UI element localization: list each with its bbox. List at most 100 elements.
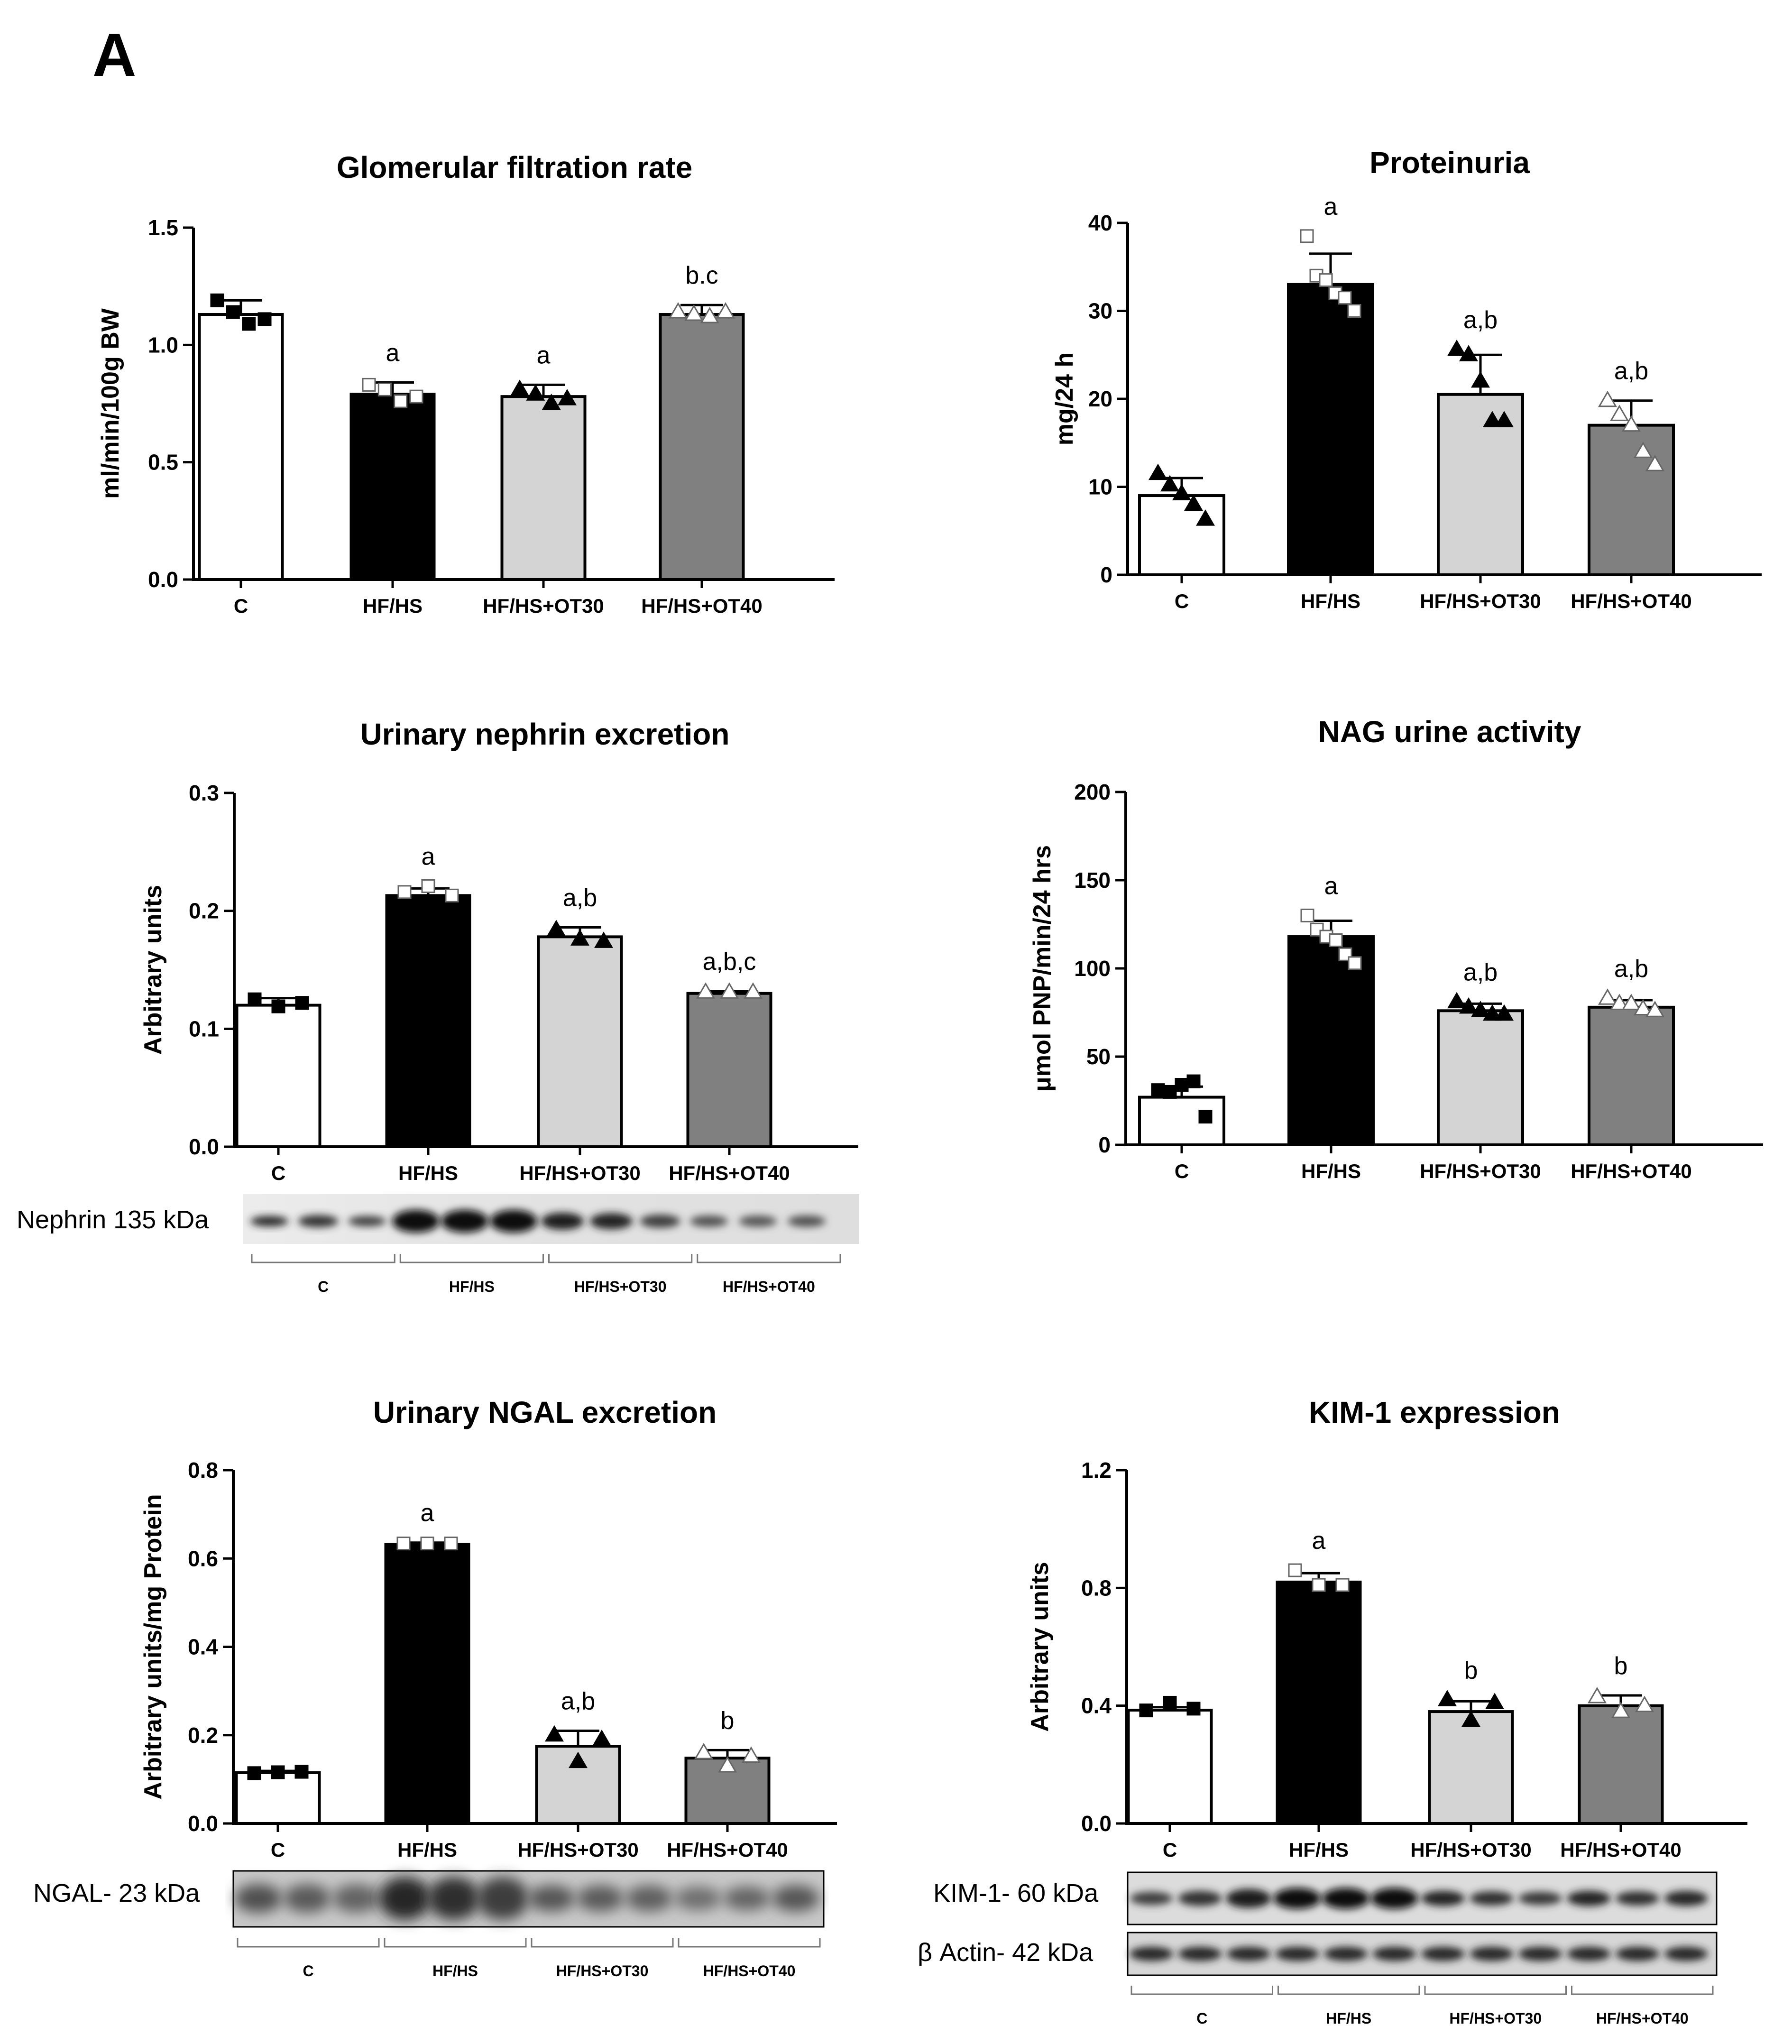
blot-band (625, 1885, 673, 1912)
x-tick-label: HF/HS+OT40 (1571, 1160, 1692, 1182)
significance-label: b (721, 1707, 735, 1734)
x-tick-label: HF/HS (398, 1162, 458, 1184)
data-point (1494, 1004, 1514, 1021)
significance-label: a,b (1614, 358, 1648, 385)
blot-band (392, 1210, 440, 1233)
significance-label: a,b (563, 884, 597, 912)
data-point (1633, 999, 1653, 1016)
error-bar (371, 381, 414, 395)
data-point (568, 1751, 588, 1768)
bar (1138, 494, 1225, 577)
data-point (247, 1766, 261, 1780)
y-tick-label: 0.2 (189, 899, 219, 923)
y-tick-label: 0.0 (188, 1811, 218, 1836)
bar (235, 1771, 321, 1825)
x-tick-label: HF/HS (397, 1839, 457, 1861)
data-point (526, 384, 545, 401)
actin-blot: β Actin- 42 kDa C HF/HS HF/HS+OT30 HF/HS+OT… (918, 1932, 1718, 2027)
chart-nag: NAG urine activity μmol PNP/min/24 hrs a a,… (1029, 715, 1763, 1182)
data-point (210, 293, 224, 307)
ngal-blot: NGAL- 23 kDa C HF/HS HF/HS+OT30 HF/HS+OT40 (33, 1870, 825, 1980)
lane-label: HF/HS+OT40 (703, 1962, 796, 1980)
y-tick-label: 0.6 (188, 1546, 218, 1571)
kim1-lane-labels: C HF/HS HF/HS+OT30 HF/HS+OT40 (1130, 1986, 1714, 2027)
blot-band (1421, 1947, 1465, 1961)
lane-bracket (678, 1938, 821, 1948)
bar (1588, 1005, 1675, 1147)
data-point (1485, 1693, 1505, 1709)
y-tick-label: 0.3 (189, 781, 219, 805)
data-point (1609, 405, 1629, 421)
x-tick-label: C (271, 1162, 285, 1184)
blot-band (1567, 1891, 1611, 1906)
significance-label: a,b (561, 1687, 595, 1715)
data-point (1587, 1687, 1607, 1703)
data-points (362, 377, 423, 408)
bar (1588, 424, 1675, 577)
data-points (247, 1765, 309, 1780)
bar (235, 1004, 322, 1149)
data-point (1172, 484, 1192, 500)
y-tick-label: 40 (1088, 211, 1112, 235)
blot-band (477, 1877, 529, 1920)
blot-band (1567, 1947, 1611, 1961)
x-tick-label: C (1175, 590, 1189, 612)
data-point (1621, 994, 1641, 1010)
data-points (1587, 1687, 1654, 1718)
blot-band (441, 1210, 488, 1233)
y-tick-label: 0.1 (189, 1016, 219, 1041)
bar (198, 313, 284, 581)
data-point (257, 312, 272, 326)
y-axis-label: ml/min/100g BW (97, 308, 124, 499)
data-points (546, 920, 614, 948)
data-point (1312, 1578, 1326, 1592)
data-points (1300, 229, 1361, 318)
ngal-lane-labels: C HF/HS HF/HS+OT30 HF/HS+OT40 (237, 1938, 821, 1980)
blot-band (1616, 1891, 1659, 1906)
bar (1578, 1704, 1664, 1825)
nephrin-lane-labels: C HF/HS HF/HS+OT30 HF/HS+OT40 (251, 1254, 841, 1295)
data-points (1447, 340, 1514, 427)
bar (1437, 1009, 1524, 1147)
blot-band (1370, 1888, 1418, 1909)
data-point (741, 1746, 761, 1763)
data-point (1160, 475, 1180, 492)
data-point (1470, 1001, 1490, 1017)
x-tick-label: C (271, 1839, 285, 1861)
data-point (409, 389, 423, 404)
x-tick-label: HF/HS+OT40 (641, 595, 763, 617)
blot-band (1518, 1892, 1562, 1905)
blot-band (772, 1885, 819, 1912)
chart-gfr: Glomerular filtration rate ml/min/100g BW… (97, 150, 835, 617)
y-tick-label: 200 (1074, 780, 1111, 804)
blot-band (284, 1884, 331, 1913)
y-tick-label: 0 (1098, 1132, 1111, 1157)
chart-kim1: KIM-1 expression Arbitrary units a b b 0.0 0.4… (1026, 1395, 1747, 1861)
significance-label: b (1464, 1657, 1478, 1684)
lane-label: HF/HS+OT30 (556, 1962, 649, 1980)
data-point (445, 888, 459, 902)
data-point (1288, 1563, 1302, 1577)
data-point (743, 982, 763, 999)
blot-band (490, 1210, 537, 1233)
data-points (696, 982, 763, 999)
chart-title: Urinary nephrin excretion (360, 717, 730, 751)
data-point (1139, 1703, 1153, 1718)
data-point (592, 1730, 612, 1746)
lane-label: HF/HS (432, 1962, 478, 1980)
x-tick-label: HF/HS+OT40 (1560, 1839, 1682, 1861)
data-point (226, 305, 240, 319)
data-points (1139, 1695, 1201, 1718)
data-point (1175, 1078, 1189, 1092)
data-point (1645, 1001, 1665, 1017)
x-tick-label: HF/HS+OT40 (669, 1162, 790, 1184)
bar (500, 395, 587, 581)
blot-band (1226, 1889, 1271, 1908)
data-points (210, 293, 272, 331)
data-point (1198, 1109, 1213, 1123)
blot-band (788, 1215, 826, 1227)
data-points (248, 992, 309, 1013)
data-points (1598, 988, 1665, 1017)
x-tick-label: HF/HS+OT30 (1420, 590, 1541, 612)
